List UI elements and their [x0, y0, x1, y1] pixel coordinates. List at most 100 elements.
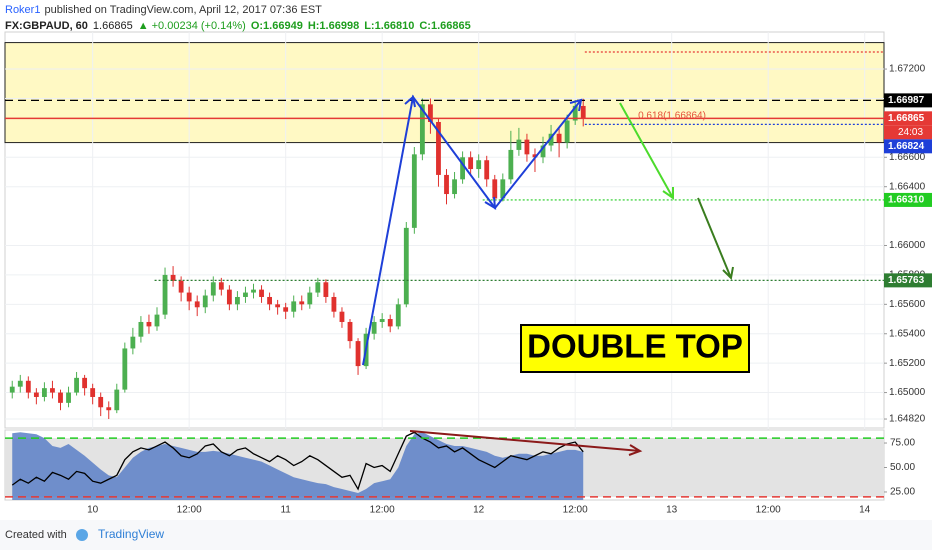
candle-body [524, 139, 530, 155]
candle-body [508, 149, 514, 180]
symbol-line: FX:GBPAUD, 60 1.66865 ▲ +0.00234 (+0.14%) O… [5, 20, 471, 32]
candle-body [74, 377, 79, 393]
footer-brand[interactable]: TradingView [98, 527, 164, 541]
y-tick-label: 1.66000 [889, 240, 926, 251]
change: ▲ +0.00234 (+0.14%) [138, 20, 246, 32]
candle-body [572, 105, 578, 121]
candle-body [460, 157, 466, 180]
candle-body [202, 295, 208, 308]
candle-body [226, 289, 232, 305]
price-panel: 1.672001.670001.666001.664001.660001.658… [4, 31, 926, 500]
candle-body [444, 174, 449, 195]
divergence-arrow [409, 430, 643, 456]
candle-body [122, 348, 128, 390]
candle-body [540, 145, 546, 158]
candle-body [516, 139, 522, 150]
y-tick-label: 1.67200 [889, 64, 926, 75]
candle-body [556, 133, 562, 143]
dark-green-arrow [697, 197, 734, 281]
candle-body [25, 380, 31, 393]
candle-body [50, 388, 55, 393]
oscillator-panel: 75.00 50.00 25.00 [4, 429, 915, 501]
candle-body [9, 386, 15, 393]
candle-body [82, 377, 88, 389]
x-tick-label: 11 [280, 505, 291, 516]
level-tag [884, 273, 932, 288]
candle-body [500, 179, 506, 199]
candle-body [251, 289, 256, 293]
y-tick-label: 1.65000 [889, 387, 926, 398]
candle-body [138, 321, 144, 337]
symbol: FX:GBPAUD, 60 [5, 20, 88, 32]
header-line: Roker1 published on TradingView.com, Apri… [5, 4, 322, 16]
annotation: DOUBLE TOP [527, 328, 743, 365]
candle-body [130, 336, 136, 349]
level-tag [884, 139, 932, 154]
level-label: 1.66310 [888, 195, 925, 206]
level-label: 1.65763 [888, 275, 925, 286]
candle-body [548, 133, 554, 146]
candle-body [476, 160, 482, 170]
countdown-tag [884, 125, 932, 140]
x-tick-label: 13 [666, 505, 678, 516]
x-tick-label: 14 [859, 505, 871, 516]
candle-body [347, 321, 353, 342]
candle-body [291, 301, 297, 312]
candle-body [146, 321, 152, 327]
candle-body [299, 301, 305, 305]
candle-body [428, 104, 433, 122]
candle-body [315, 282, 321, 293]
osc-line [11, 431, 584, 491]
candle-body [106, 407, 112, 411]
candle-body [387, 319, 393, 327]
candle-body [580, 105, 586, 119]
candle-body [58, 392, 63, 403]
candle-body [283, 307, 289, 312]
y-tick-label: 25.00 [890, 487, 915, 498]
candle-body [170, 274, 176, 281]
brand-logo [76, 529, 88, 541]
candle-body [452, 179, 457, 195]
footer-created: Created with [5, 529, 67, 541]
zigzag-arrowheads [404, 95, 583, 210]
price: 1.66865 [93, 20, 133, 32]
candle-body [436, 121, 441, 175]
candle-body [194, 301, 200, 308]
published: published on TradingView.com, April 12, … [44, 4, 322, 16]
level-label: 1.66987 [888, 95, 925, 106]
zigzag [362, 94, 582, 366]
y-tick-label: 1.65200 [889, 358, 926, 369]
candle-body [532, 154, 538, 158]
candle-body [210, 282, 216, 296]
x-tick-label: 12:00 [370, 505, 395, 516]
candle-body [33, 392, 39, 397]
ohlc-high: H:1.66998 [308, 20, 359, 32]
candle-body [154, 314, 160, 327]
level-tag [884, 192, 932, 207]
candle-body [564, 120, 570, 143]
y-tick-label: 1.64820 [889, 414, 926, 425]
level-tag [884, 93, 932, 108]
candle-body [379, 319, 385, 322]
ohlc-close: C:1.66865 [419, 20, 470, 32]
candle-body [411, 154, 417, 228]
candle-body [243, 292, 248, 297]
y-tick-label: 1.66400 [889, 181, 926, 192]
footer-bar [0, 520, 932, 550]
level-tag [884, 111, 932, 126]
y-tick-label: 1.65400 [889, 328, 926, 339]
x-tick-label: 12:00 [177, 505, 202, 516]
candle-body [419, 104, 425, 155]
candle-body [307, 292, 313, 305]
ohlc-low: L:1.66810 [364, 20, 414, 32]
candle-body [339, 311, 345, 322]
x-tick-label: 12 [473, 505, 485, 516]
candle-body [323, 282, 329, 297]
countdown: 24:03 [898, 127, 923, 138]
candle-body [395, 304, 401, 327]
x-tick-label: 12:00 [756, 505, 781, 516]
author[interactable]: Roker1 [5, 4, 40, 16]
level-label: 1.66865 [888, 113, 925, 124]
drawings: 0.618(1.66864) DOUBLE TOP [362, 94, 750, 456]
candle-body [267, 296, 272, 305]
